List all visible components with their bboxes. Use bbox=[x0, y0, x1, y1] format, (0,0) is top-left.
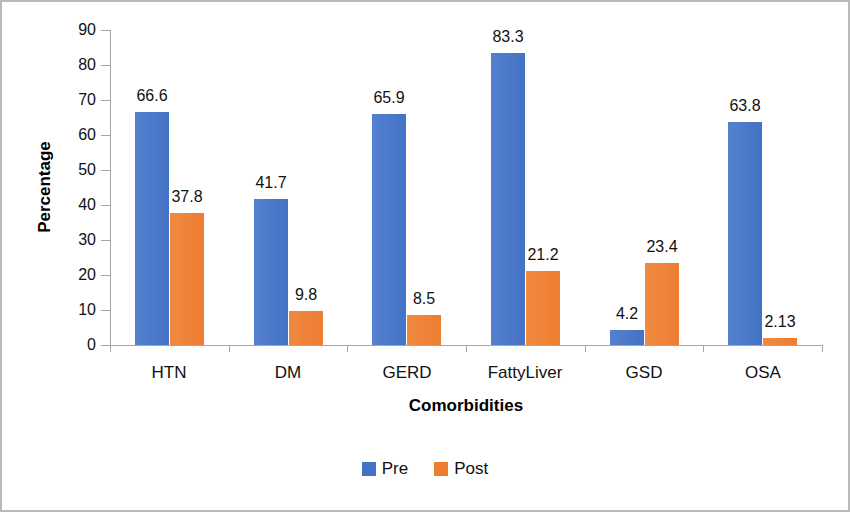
x-axis-line bbox=[101, 345, 822, 346]
y-tick-label: 50 bbox=[52, 160, 96, 180]
bar-post-htn bbox=[170, 213, 204, 345]
data-label-pre-htn: 66.6 bbox=[112, 86, 192, 106]
x-tick-mark bbox=[229, 345, 230, 352]
y-tick-mark bbox=[101, 240, 110, 241]
y-tick-mark bbox=[101, 100, 110, 101]
data-label-post-gerd: 8.5 bbox=[384, 289, 464, 309]
y-tick-label: 40 bbox=[52, 195, 96, 215]
x-tick-mark bbox=[822, 345, 823, 352]
bar-post-gerd bbox=[407, 315, 441, 345]
data-label-post-osa: 2.13 bbox=[740, 312, 820, 332]
y-tick-mark bbox=[101, 345, 110, 346]
y-tick-label: 80 bbox=[52, 55, 96, 75]
y-tick-mark bbox=[101, 170, 110, 171]
bar-pre-gerd bbox=[372, 114, 406, 345]
data-label-pre-gerd: 65.9 bbox=[349, 88, 429, 108]
y-tick-mark bbox=[101, 310, 110, 311]
y-tick-mark bbox=[101, 275, 110, 276]
y-tick-mark bbox=[101, 135, 110, 136]
legend-label-pre: Pre bbox=[382, 459, 408, 479]
bar-post-osa bbox=[763, 338, 797, 345]
bar-post-gsd bbox=[645, 263, 679, 345]
legend-swatch-pre bbox=[362, 462, 376, 476]
x-category-label-osa: OSA bbox=[693, 362, 833, 384]
data-label-post-gsd: 23.4 bbox=[622, 237, 702, 257]
data-label-post-dm: 9.8 bbox=[266, 285, 346, 305]
y-tick-mark bbox=[101, 30, 110, 31]
bar-post-dm bbox=[289, 311, 323, 345]
y-tick-label: 0 bbox=[52, 335, 96, 355]
data-label-post-htn: 37.8 bbox=[147, 187, 227, 207]
data-label-pre-fattyliver: 83.3 bbox=[468, 27, 548, 47]
data-label-pre-dm: 41.7 bbox=[231, 173, 311, 193]
y-tick-label: 60 bbox=[52, 125, 96, 145]
y-axis-line bbox=[110, 30, 111, 345]
chart-figure: Percentage 010203040506070809066.637.8HT… bbox=[0, 0, 850, 512]
y-tick-label: 90 bbox=[52, 20, 96, 40]
data-label-post-fattyliver: 21.2 bbox=[503, 245, 583, 265]
x-axis-title: Comorbidities bbox=[316, 396, 616, 416]
bar-post-fattyliver bbox=[526, 271, 560, 345]
y-tick-label: 70 bbox=[52, 90, 96, 110]
legend-item-post: Post bbox=[434, 459, 488, 479]
legend: Pre Post bbox=[2, 459, 848, 479]
bar-pre-fattyliver bbox=[491, 53, 525, 345]
y-tick-label: 20 bbox=[52, 265, 96, 285]
y-tick-mark bbox=[101, 65, 110, 66]
x-tick-mark bbox=[347, 345, 348, 352]
x-tick-mark bbox=[703, 345, 704, 352]
bar-pre-dm bbox=[254, 199, 288, 345]
bar-pre-gsd bbox=[610, 330, 644, 345]
y-tick-label: 10 bbox=[52, 300, 96, 320]
x-tick-mark bbox=[585, 345, 586, 352]
bar-pre-htn bbox=[135, 112, 169, 345]
y-tick-mark bbox=[101, 205, 110, 206]
x-tick-mark bbox=[110, 345, 111, 352]
data-label-pre-osa: 63.8 bbox=[705, 96, 785, 116]
legend-item-pre: Pre bbox=[362, 459, 408, 479]
legend-swatch-post bbox=[434, 462, 448, 476]
y-tick-label: 30 bbox=[52, 230, 96, 250]
x-tick-mark bbox=[466, 345, 467, 352]
legend-label-post: Post bbox=[454, 459, 488, 479]
